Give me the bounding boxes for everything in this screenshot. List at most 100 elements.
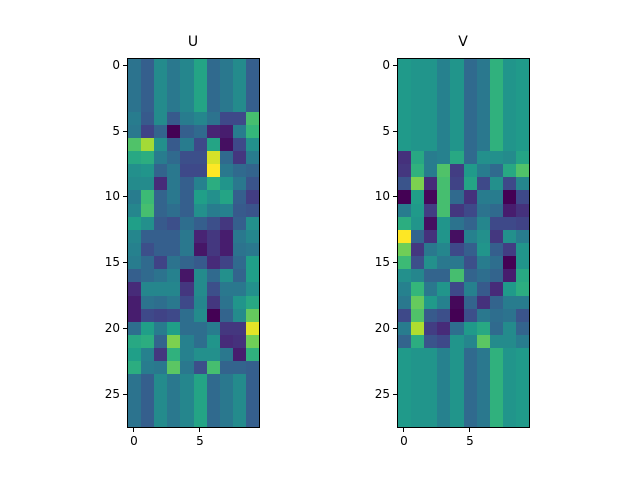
heatmap-cell [167, 59, 181, 73]
heatmap-cell [180, 72, 194, 86]
heatmap-cell [245, 308, 259, 322]
heatmap-cell [206, 335, 220, 349]
heatmap-cell [437, 190, 451, 204]
heatmap-cell [502, 400, 516, 414]
heatmap-cell [167, 348, 181, 362]
heatmap-cell [411, 413, 425, 427]
heatmap-cell [245, 256, 259, 270]
heatmap-cell [398, 269, 412, 283]
heatmap-cell [437, 348, 451, 362]
heatmap-cell [463, 282, 477, 296]
heatmap-cell [219, 295, 233, 309]
heatmap-cell [476, 321, 490, 335]
heatmap-cell [232, 216, 246, 230]
heatmap-cell [424, 72, 438, 86]
heatmap-cell [128, 387, 142, 401]
heatmap-cell [489, 335, 503, 349]
heatmap-cell [398, 348, 412, 362]
heatmap-cell [515, 111, 529, 125]
heatmap-cell [128, 335, 142, 349]
heatmap-cell [450, 413, 464, 427]
heatmap-cell [398, 308, 412, 322]
heatmap-cell [219, 177, 233, 191]
heatmap-cell [193, 400, 207, 414]
heatmap-cell [219, 151, 233, 165]
heatmap-cell [450, 348, 464, 362]
heatmap-cell [232, 177, 246, 191]
heatmap-cell [232, 269, 246, 283]
heatmap-cell [141, 256, 155, 270]
heatmap-cell [463, 308, 477, 322]
heatmap-cell [463, 203, 477, 217]
heatmap-cell [398, 72, 412, 86]
heatmap-cell [193, 137, 207, 151]
heatmap-cell [154, 400, 168, 414]
heatmap-cell [245, 269, 259, 283]
heatmap-cell [193, 374, 207, 388]
heatmap-cell [193, 321, 207, 335]
heatmap-cell [437, 295, 451, 309]
heatmap-cell [437, 243, 451, 257]
heatmap-cell [128, 243, 142, 257]
heatmap-cell [232, 98, 246, 112]
heatmap-cell [411, 229, 425, 243]
heatmap-cell [502, 321, 516, 335]
heatmap-cell [167, 374, 181, 388]
heatmap-cell [515, 256, 529, 270]
heatmap-cell [167, 137, 181, 151]
heatmap-cell [193, 151, 207, 165]
heatmap-cell [411, 295, 425, 309]
heatmap-cell [219, 321, 233, 335]
heatmap-cell [180, 348, 194, 362]
heatmap-cell [245, 374, 259, 388]
heatmap-cell [232, 124, 246, 138]
heatmap-cell [154, 321, 168, 335]
heatmap-cell [489, 177, 503, 191]
ytick-label: 20 [374, 321, 390, 335]
heatmap-cell [476, 387, 490, 401]
heatmap-cell [411, 124, 425, 138]
heatmap-cell [489, 282, 503, 296]
heatmap-cell [219, 229, 233, 243]
heatmap-cell [141, 387, 155, 401]
heatmap-cell [180, 229, 194, 243]
heatmap-cell [424, 400, 438, 414]
heatmap-cell [437, 256, 451, 270]
heatmap-cell [476, 282, 490, 296]
heatmap-v-plot [397, 58, 530, 428]
heatmap-cell [515, 229, 529, 243]
heatmap-cell [398, 190, 412, 204]
heatmap-cell [489, 190, 503, 204]
heatmap-cell [180, 164, 194, 178]
heatmap-cell [502, 59, 516, 73]
heatmap-cell [502, 98, 516, 112]
heatmap-cell [141, 282, 155, 296]
heatmap-cell [154, 151, 168, 165]
heatmap-cell [219, 85, 233, 99]
heatmap-cell [502, 256, 516, 270]
heatmap-cell [476, 203, 490, 217]
heatmap-cell [424, 335, 438, 349]
heatmap-cell [180, 216, 194, 230]
heatmap-cell [154, 137, 168, 151]
heatmap-cell [398, 321, 412, 335]
heatmap-cell [463, 335, 477, 349]
heatmap-cell [398, 295, 412, 309]
heatmap-cell [502, 374, 516, 388]
heatmap-cell [463, 387, 477, 401]
heatmap-cell [437, 98, 451, 112]
heatmap-cell [489, 151, 503, 165]
heatmap-cell [437, 137, 451, 151]
heatmap-cell [463, 85, 477, 99]
heatmap-cell [232, 282, 246, 296]
heatmap-cell [232, 229, 246, 243]
heatmap-cell [476, 177, 490, 191]
heatmap-cell [450, 111, 464, 125]
heatmap-cell [411, 111, 425, 125]
heatmap-cell [232, 151, 246, 165]
heatmap-cell [154, 348, 168, 362]
heatmap-cell [502, 164, 516, 178]
heatmap-cell [128, 203, 142, 217]
heatmap-cell [398, 282, 412, 296]
heatmap-cell [219, 98, 233, 112]
